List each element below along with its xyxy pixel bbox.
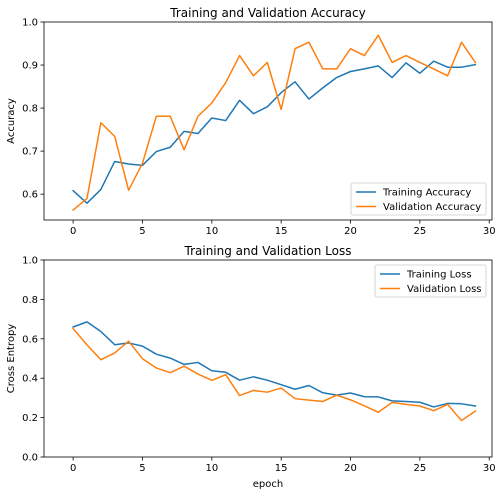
y-tick-label: 0.6 — [22, 334, 38, 345]
legend-entry: Validation Loss — [407, 284, 482, 295]
y-axis-label: Accuracy — [6, 98, 17, 144]
x-tick-label: 15 — [275, 226, 288, 237]
x-tick-label: 20 — [344, 226, 357, 237]
series-line-training-loss — [72, 321, 477, 408]
y-tick-label: 0.7 — [22, 147, 38, 158]
chart-title: Training and Validation Loss — [184, 244, 352, 258]
y-tick-label: 0.8 — [22, 104, 38, 115]
y-tick-label: 1.0 — [22, 18, 38, 29]
x-tick-label: 5 — [139, 226, 145, 237]
plot-frame — [43, 21, 493, 221]
legend-box — [350, 182, 487, 216]
x-tick-label: 15 — [275, 463, 288, 474]
x-tick-label: 30 — [483, 226, 496, 237]
x-tick-label: 0 — [70, 463, 76, 474]
y-tick-label: 0.9 — [22, 61, 38, 72]
legend-entry: Training Loss — [406, 270, 472, 281]
x-tick-label: 25 — [414, 226, 427, 237]
series-line-validation-loss — [72, 327, 477, 422]
x-axis-label: epoch — [253, 479, 283, 490]
series-line-training-accuracy — [72, 60, 477, 204]
y-tick-label: 0.6 — [22, 190, 38, 201]
x-tick-label: 10 — [205, 463, 218, 474]
x-tick-label: 20 — [344, 463, 357, 474]
y-tick-label: 0.0 — [22, 453, 38, 464]
y-tick-label: 1.0 — [22, 256, 38, 267]
x-tick-label: 0 — [70, 226, 76, 237]
x-tick-label: 5 — [139, 463, 145, 474]
y-tick-label: 0.4 — [22, 374, 38, 385]
x-tick-label: 10 — [205, 226, 218, 237]
y-tick-label: 0.2 — [22, 413, 38, 424]
y-tick-label: 0.8 — [22, 295, 38, 306]
legend-box — [374, 264, 487, 298]
x-tick-label: 25 — [414, 463, 427, 474]
series-line-validation-accuracy — [72, 34, 477, 212]
chart-title: Training and Validation Accuracy — [169, 6, 365, 20]
legend-entry: Validation Accuracy — [383, 202, 481, 213]
legend-entry: Training Accuracy — [382, 188, 471, 199]
x-tick-label: 30 — [483, 463, 496, 474]
plot-frame — [43, 259, 493, 458]
y-axis-label: Cross Entropy — [6, 324, 17, 394]
